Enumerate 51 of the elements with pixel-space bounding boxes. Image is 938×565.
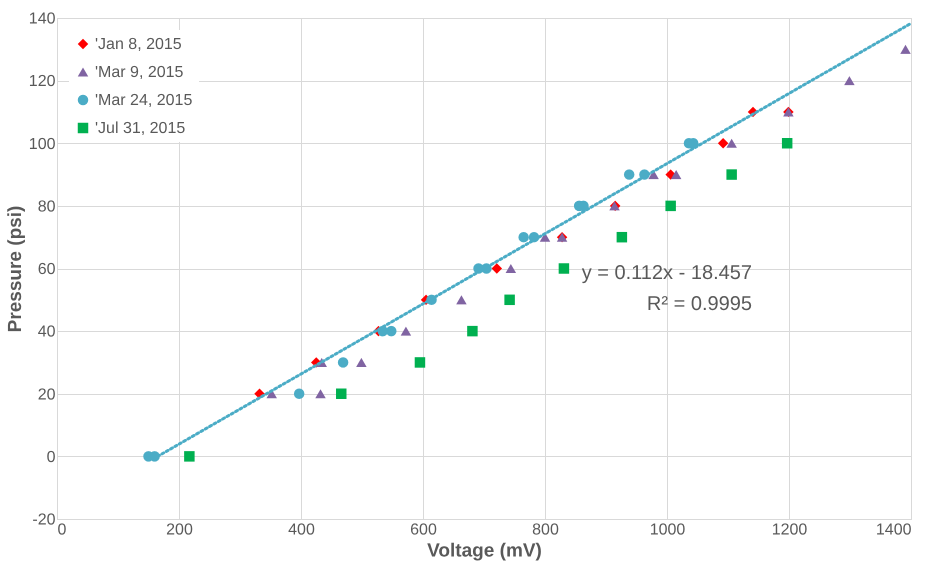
legend-label: 'Jan 8, 2015	[95, 36, 182, 53]
x-tick-label: 1400	[876, 522, 912, 538]
y-tick-label: 80	[38, 198, 56, 216]
point	[184, 451, 195, 462]
y-tick-label: -20	[32, 512, 56, 528]
point	[518, 232, 529, 242]
y-tick-label: 20	[38, 386, 56, 404]
annotation: y = 0.112x - 18.457	[582, 262, 752, 284]
point	[726, 169, 737, 180]
y-tick-label: 120	[28, 73, 56, 90]
point	[356, 358, 367, 367]
point	[558, 263, 570, 274]
x-tick-label: 0	[58, 522, 66, 538]
point	[506, 264, 516, 274]
y-tick-label: 100	[28, 136, 56, 153]
point	[844, 76, 855, 86]
legend-label: 'Mar 24, 2015	[95, 92, 192, 109]
point	[782, 138, 792, 148]
x-tick-label: 400	[288, 522, 315, 538]
y-tick-label: 0	[46, 448, 56, 466]
point	[386, 326, 397, 336]
point	[624, 169, 634, 180]
point	[336, 388, 347, 399]
point	[414, 357, 426, 368]
legend-label: 'Mar 9, 2015	[95, 64, 184, 81]
point	[900, 44, 911, 54]
y-axis-title: Pressure (psi)	[4, 206, 26, 332]
annotation: R² = 0.9995	[646, 293, 752, 315]
y-tick-label: 140	[28, 10, 56, 28]
point	[294, 388, 304, 399]
point	[315, 389, 326, 398]
point	[504, 294, 515, 306]
point	[467, 326, 478, 336]
point	[400, 326, 412, 336]
x-axis-title: Voltage (mV)	[427, 540, 542, 562]
point	[456, 295, 467, 304]
point	[338, 357, 348, 368]
x-tick-label: 1000	[650, 522, 686, 538]
point	[718, 138, 728, 148]
y-tick-label: 60	[38, 261, 56, 278]
x-tick-label: 200	[166, 522, 193, 538]
point	[670, 170, 682, 180]
x-tick-label: 600	[410, 522, 437, 538]
point	[492, 263, 502, 274]
x-tick-label: 1200	[772, 522, 808, 538]
legend-label: 'Jul 31, 2015	[95, 120, 186, 137]
point	[665, 200, 676, 212]
y-tick-label: 40	[38, 324, 56, 341]
x-tick-label: 800	[532, 522, 559, 538]
point	[616, 232, 628, 242]
point	[726, 138, 737, 148]
